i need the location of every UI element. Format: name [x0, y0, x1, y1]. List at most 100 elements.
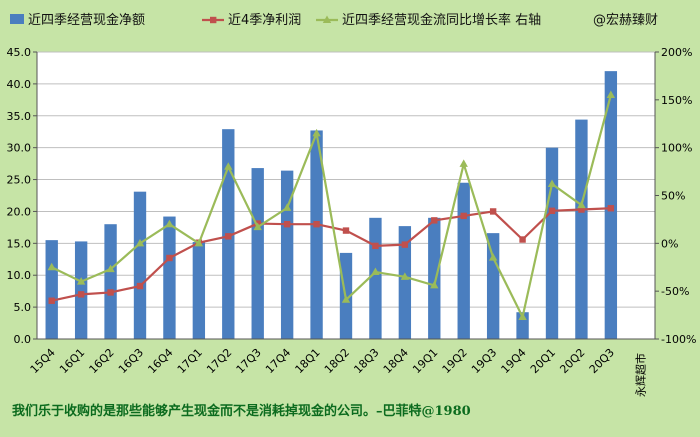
net-profit-point	[519, 236, 526, 243]
x-tick-label: 17Q3	[234, 346, 264, 376]
bar	[486, 233, 500, 339]
legend-label: 近四季经营现金流同比增长率 右轴	[342, 12, 541, 28]
left-axis: 0.0 5.0 10.0 15.0 20.0 25.0 30.0 35.0 40.0 45.0	[7, 46, 37, 346]
legend-label: 近4季净利润	[228, 13, 301, 28]
left-tick-label: 15.0	[7, 237, 32, 250]
growth-rate-point	[341, 295, 351, 303]
growth-rate-point	[459, 159, 468, 167]
net-profit-point	[225, 233, 232, 240]
growth-rate-point	[253, 222, 262, 231]
x-tick-label: 19Q3	[469, 346, 499, 376]
bar	[45, 240, 58, 339]
growth-rate-point	[518, 312, 527, 320]
growth-rate-point	[282, 203, 292, 211]
right-tick-label: -100%	[661, 333, 696, 346]
net-profit-point	[460, 212, 467, 220]
net-profit-point	[431, 217, 438, 224]
net-profit-point	[578, 206, 585, 213]
net-profit-point	[548, 207, 556, 215]
left-tick-label: 30.0	[7, 142, 32, 155]
growth-rate-point	[488, 253, 498, 261]
right-tick-label: 0%	[661, 237, 678, 250]
x-tick-label: 15Q4	[28, 346, 58, 376]
bar	[398, 226, 412, 339]
x-tick-label: 18Q4	[381, 346, 411, 376]
x-axis: 15Q4 16Q1 16Q2 16Q3 16Q4 17Q1 17Q2 17Q3 17Q4 18Q1…	[28, 346, 648, 397]
growth-rate-point	[547, 179, 557, 188]
x-tick-label: 17Q1	[175, 346, 205, 376]
credit-text: @宏赫臻财	[593, 13, 658, 28]
bar	[280, 170, 294, 339]
bar	[545, 147, 559, 339]
growth-rate-point	[106, 264, 115, 273]
company-label: 永辉超市	[633, 353, 647, 397]
left-tick-label: 20.0	[7, 205, 32, 218]
legend-marker	[322, 15, 332, 23]
bar	[163, 216, 176, 339]
right-axis: -100% -50% 0% 50% 100% 150% 200%	[655, 46, 696, 346]
x-tick-label: 20Q2	[557, 346, 587, 376]
x-tick-label: 18Q1	[293, 346, 323, 376]
growth-rate-point	[371, 267, 380, 276]
x-tick-label: 16Q2	[87, 346, 117, 376]
x-tick-label: 18Q3	[351, 346, 381, 376]
growth-rate-point	[135, 238, 145, 247]
net-profit-point	[136, 282, 144, 290]
left-tick-label: 35.0	[7, 110, 32, 123]
right-tick-label: -50%	[661, 285, 689, 298]
left-tick-label: 10.0	[7, 269, 32, 282]
growth-rate-point	[165, 219, 174, 228]
right-tick-label: 100%	[661, 142, 692, 155]
x-tick-label: 16Q1	[57, 346, 87, 376]
x-tick-label: 16Q3	[116, 346, 146, 376]
x-tick-label: 19Q4	[499, 346, 529, 376]
legend-label: 近四季经营现金净额	[28, 12, 145, 28]
net-profit-point	[401, 241, 409, 248]
net-profit-point	[48, 297, 55, 304]
x-tick-label: 20Q1	[528, 346, 558, 376]
left-tick-label: 25.0	[7, 174, 32, 187]
right-tick-label: 150%	[661, 94, 692, 107]
growth-rate-point	[76, 277, 86, 285]
x-tick-label: 17Q2	[204, 346, 234, 376]
bar	[457, 182, 470, 339]
bar	[575, 119, 588, 339]
x-tick-label: 16Q4	[145, 346, 175, 376]
net-profit-point	[283, 221, 291, 228]
growth-rate-point	[606, 90, 616, 99]
growth-rate-point	[194, 238, 204, 247]
bar	[369, 217, 382, 339]
net-profit-point	[166, 254, 173, 262]
bar	[192, 242, 206, 339]
line-series	[47, 90, 616, 321]
bar	[74, 241, 88, 339]
x-tick-label: 17Q4	[263, 346, 293, 376]
growth-rate-point	[430, 280, 439, 289]
net-profit-point	[372, 242, 379, 250]
legend-bar-swatch	[10, 14, 24, 24]
left-tick-label: 0.0	[14, 333, 32, 346]
growth-rate-point	[400, 272, 410, 280]
left-tick-label: 40.0	[7, 78, 32, 91]
bar	[428, 217, 441, 339]
bar	[104, 224, 117, 339]
right-tick-label: 200%	[661, 46, 692, 59]
growth-rate-point	[224, 162, 233, 170]
bar	[251, 168, 264, 339]
net-profit-point	[77, 291, 85, 298]
left-tick-label: 5.0	[14, 301, 32, 314]
bar	[310, 130, 323, 339]
net-profit-point	[342, 227, 350, 234]
x-tick-label: 18Q2	[322, 346, 352, 376]
growth-rate-point	[577, 200, 586, 209]
bar	[133, 191, 147, 339]
growth-rate-point	[47, 262, 56, 271]
legend: 近四季经营现金净额 近4季净利润 近四季经营现金流同比增长率 右轴	[10, 12, 541, 28]
net-profit-line	[51, 207, 611, 302]
growth-rate-point	[312, 128, 321, 137]
net-profit-point	[607, 205, 615, 212]
net-profit-point	[489, 208, 497, 215]
growth-rate-line	[51, 94, 612, 321]
